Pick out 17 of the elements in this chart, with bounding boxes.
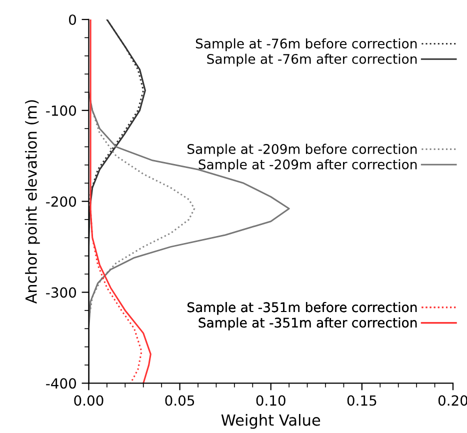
legend-label: Sample at -351m before correction xyxy=(188,302,417,315)
y-tick-label: 0 xyxy=(69,14,76,25)
y-tick-label: -300 xyxy=(46,287,76,298)
x-tick-label: 0.05 xyxy=(165,395,194,406)
y-axis-title: Anchor point elevation (m) xyxy=(25,100,40,304)
legend-label: Sample at -209m after correction xyxy=(198,159,417,172)
x-tick-label: 0.00 xyxy=(74,395,104,406)
x-axis-title: Weight Value xyxy=(221,414,320,429)
y-tick-label: -100 xyxy=(46,105,76,116)
legend-label: Sample at -76m after correction xyxy=(207,54,417,66)
legend-label: Sample at -209m before correction xyxy=(188,144,417,157)
legend-label: Sample at -76m before correction xyxy=(196,38,417,52)
x-tick-label: 0.10 xyxy=(256,395,286,406)
y-tick-label: -200 xyxy=(46,196,76,207)
y-tick-label: -400 xyxy=(46,378,76,389)
x-tick-label: 0.15 xyxy=(347,395,376,406)
legend-label: Sample at -351m after correction xyxy=(198,317,417,330)
